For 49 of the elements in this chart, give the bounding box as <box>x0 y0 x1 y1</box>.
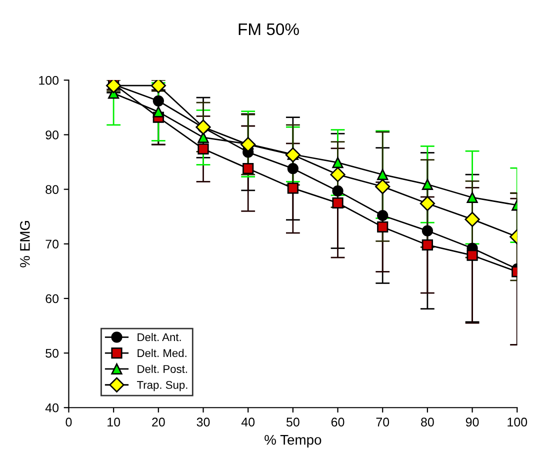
x-tick-label: 70 <box>376 418 390 427</box>
point <box>240 136 256 152</box>
point <box>377 169 388 180</box>
x-tick-label: 10 <box>108 418 120 427</box>
y-tick-label: 40 <box>45 403 59 412</box>
legend-label: Delt. Post. <box>138 364 187 373</box>
y-tick-label: 50 <box>46 348 59 358</box>
point <box>420 196 436 212</box>
point <box>422 225 434 236</box>
x-tick-label: 40 <box>241 418 255 427</box>
y-axis-title: % EMG <box>20 221 30 268</box>
point <box>198 143 209 154</box>
point <box>196 120 211 135</box>
chart-title: FM 50% <box>238 23 299 36</box>
x-tick-label: 20 <box>152 418 165 427</box>
x-tick-label: 0 <box>66 418 72 427</box>
point <box>377 210 388 222</box>
legend-label: Trap. Sup. <box>137 381 188 392</box>
legend-label: Delt. Med. <box>138 348 186 358</box>
x-tick-label: 50 <box>286 418 300 427</box>
point <box>332 185 344 196</box>
y-tick-label: 80 <box>46 185 59 194</box>
x-tick-label: 30 <box>196 418 210 427</box>
y-tick-label: 100 <box>39 76 59 85</box>
point <box>466 250 478 261</box>
x-tick-label: 100 <box>508 418 528 427</box>
x-tick-label: 80 <box>421 418 434 427</box>
x-tick-label: 60 <box>331 418 344 427</box>
y-tick-label: 60 <box>46 294 59 304</box>
point <box>152 95 164 106</box>
point <box>152 106 164 118</box>
point <box>422 239 434 251</box>
point <box>242 163 254 174</box>
x-tick-label: 90 <box>466 418 479 427</box>
x-axis-title: % Tempo <box>264 434 322 448</box>
point <box>285 147 301 162</box>
point <box>287 163 298 174</box>
point <box>422 178 434 190</box>
point <box>466 192 478 204</box>
point <box>287 182 298 194</box>
point <box>375 179 390 194</box>
y-tick-label: 70 <box>46 240 59 249</box>
point <box>330 167 346 182</box>
y-tick-label: 90 <box>46 130 59 140</box>
point <box>332 197 344 209</box>
point <box>377 221 388 233</box>
point <box>464 212 480 227</box>
legend-label: Delt. Ant. <box>138 332 181 342</box>
point <box>332 157 344 168</box>
